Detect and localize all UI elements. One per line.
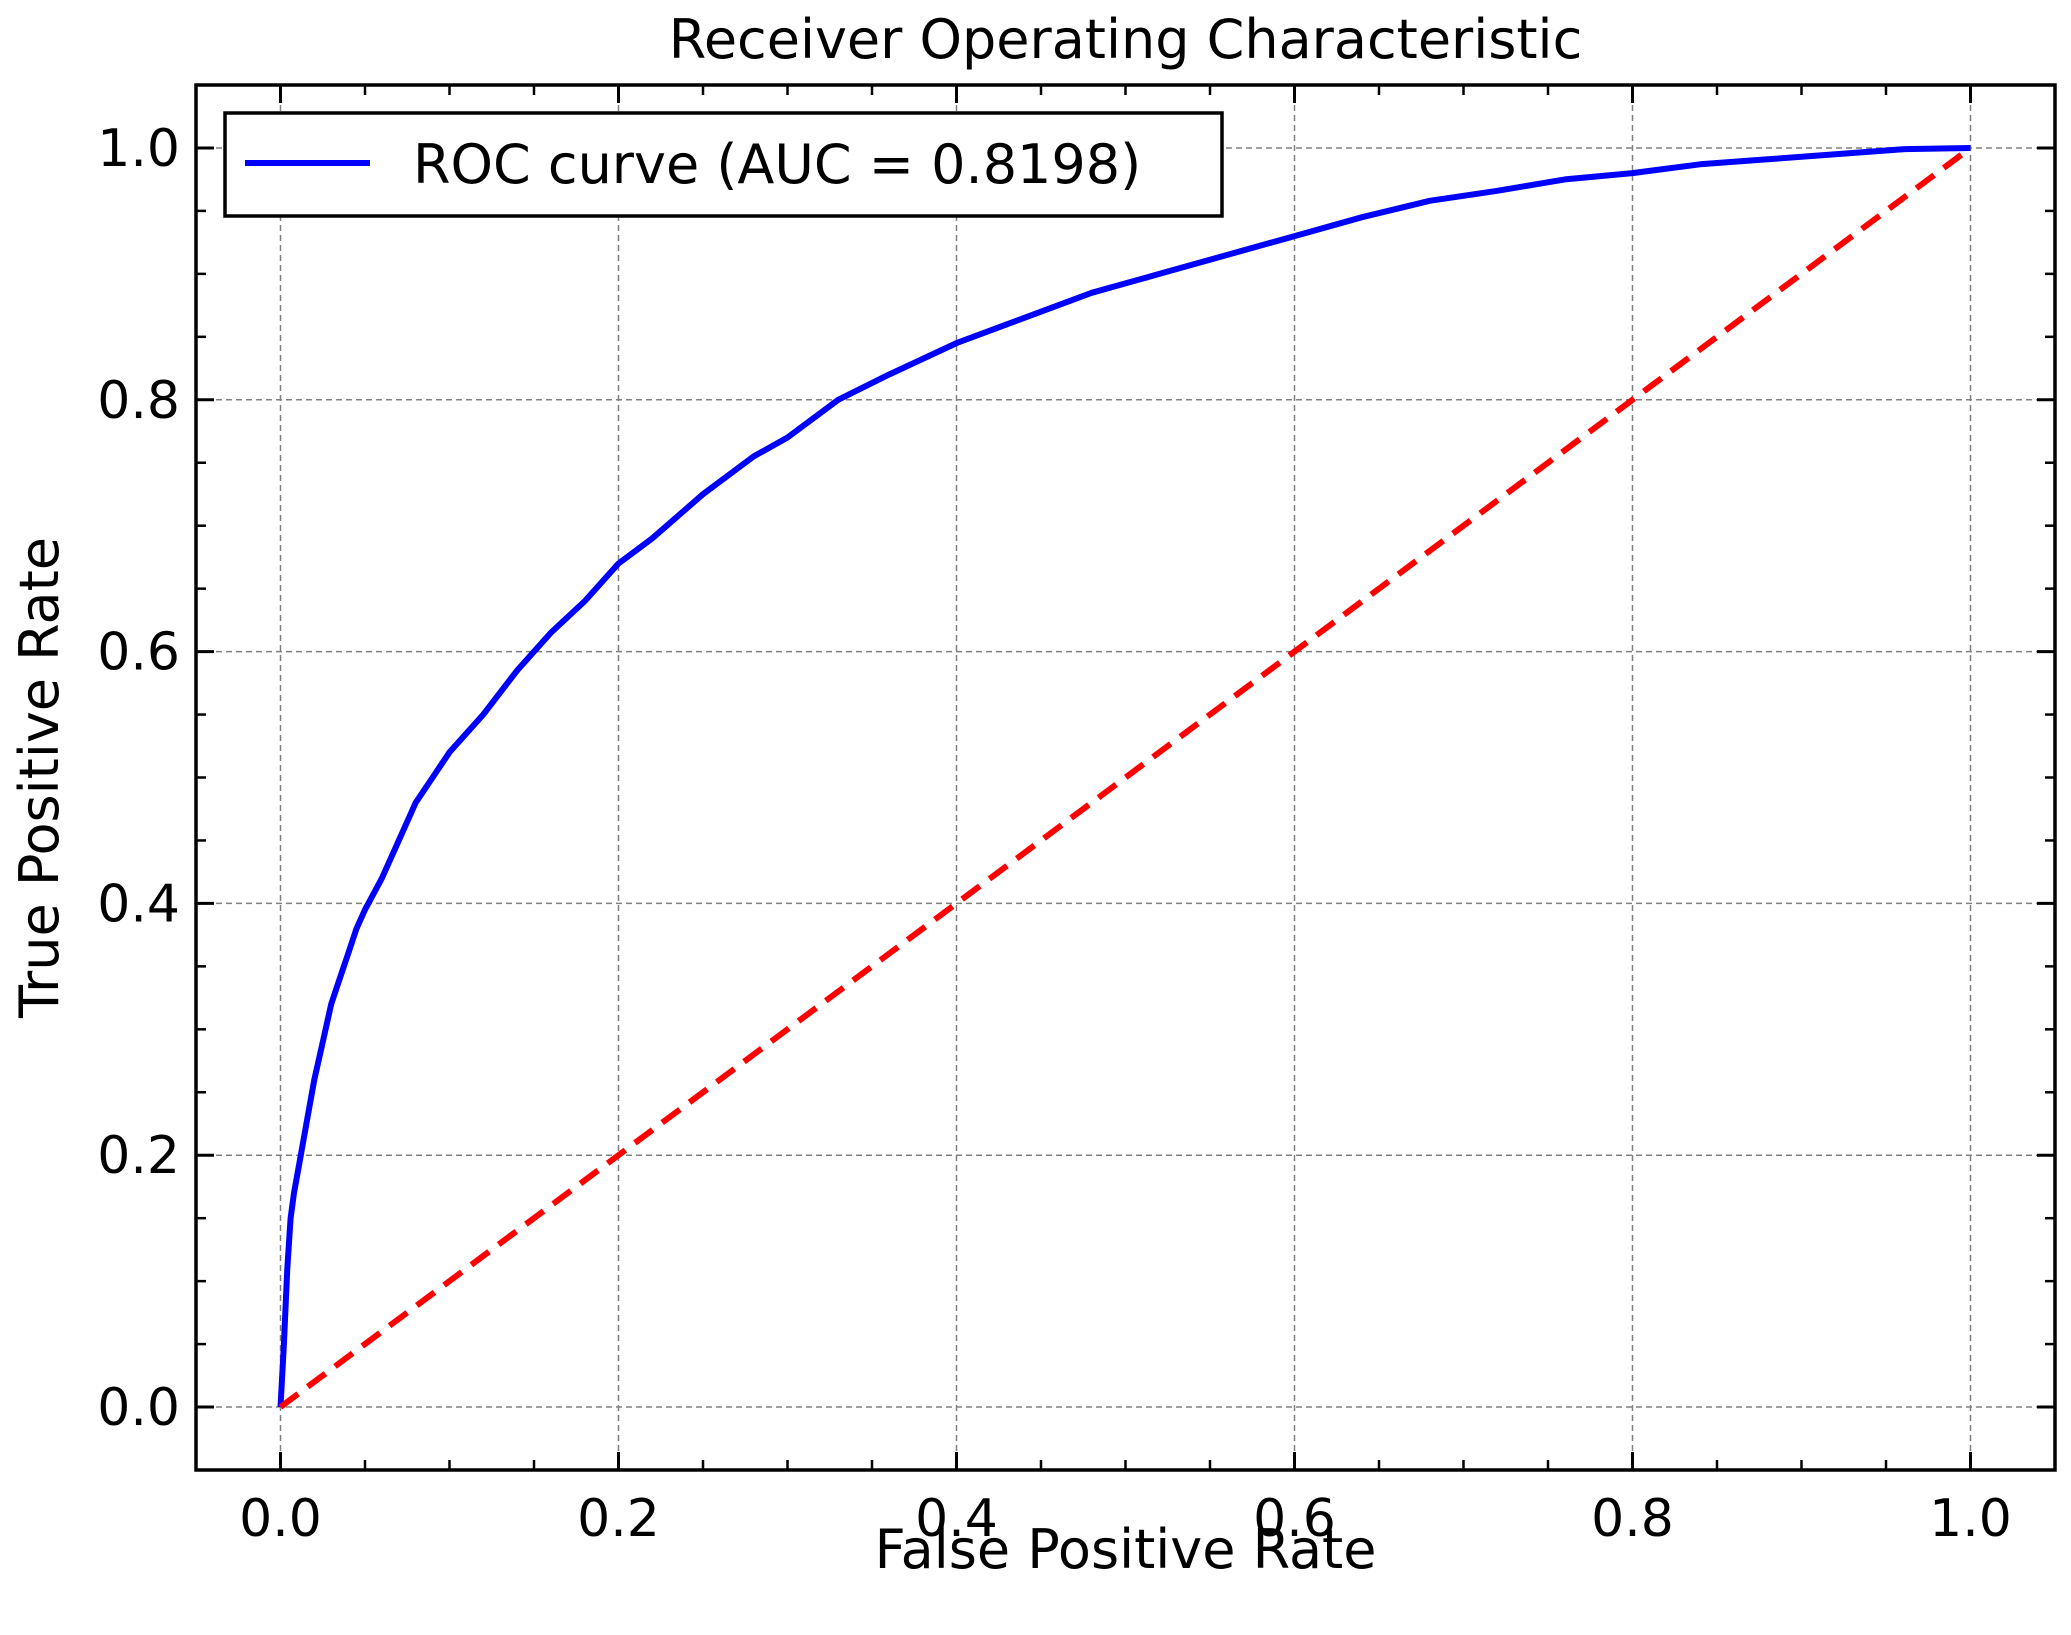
- y-tick-label: 0.2: [97, 1126, 180, 1186]
- y-tick-label: 0.0: [97, 1378, 180, 1438]
- ticks-layer: 0.0 0.2 0.4 0.6 0.8 1.0 0.0 0.2 0.4 0.6 0.8 1.0: [97, 85, 2055, 1549]
- roc-curve-line: [277, 145, 1971, 1408]
- y-tick-label: 0.4: [97, 874, 180, 934]
- plot-frame: [194, 83, 2057, 1472]
- x-tick-label: 0.2: [577, 1489, 660, 1549]
- y-tick-label: 0.8: [97, 371, 180, 431]
- series-layer: [277, 145, 1973, 1410]
- y-tick-label: 1.0: [97, 119, 180, 179]
- legend: ROC curve (AUC = 0.8198): [223, 111, 1224, 218]
- grid-lines: [196, 85, 2055, 1470]
- x-tick-label: 0.4: [915, 1489, 998, 1549]
- legend-box: [223, 111, 1224, 218]
- chart-title: Receiver Operating Characteristic: [669, 8, 1583, 71]
- x-tick-label: 1.0: [1929, 1489, 2012, 1549]
- x-tick-label: 0.6: [1253, 1489, 1336, 1549]
- y-tick-label: 0.6: [97, 623, 180, 683]
- legend-label-roc: ROC curve (AUC = 0.8198): [413, 133, 1141, 196]
- x-axis-label: False Positive Rate: [875, 1518, 1377, 1581]
- y-axis-label: True Positive Rate: [8, 537, 71, 1019]
- x-tick-label: 0.0: [239, 1489, 322, 1549]
- chance-diagonal-line: [278, 145, 1973, 1410]
- x-tick-label: 0.8: [1591, 1489, 1674, 1549]
